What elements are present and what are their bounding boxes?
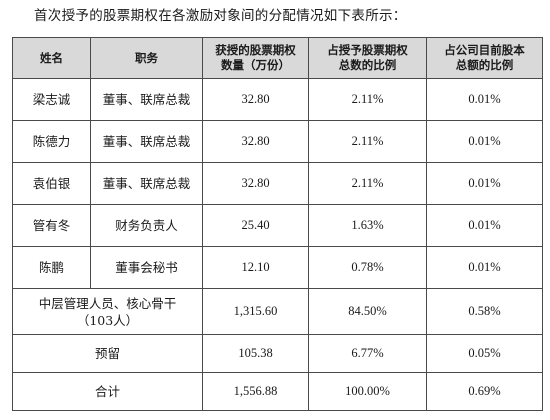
- cell-options: 32.80: [202, 162, 309, 205]
- table-row-total: 合计 1,556.88 100.00% 0.69%: [12, 372, 543, 411]
- table-row: 袁伯银 董事、联席总裁 32.80 2.11% 0.01%: [12, 162, 543, 205]
- cell-pct-capital: 0.01%: [426, 162, 543, 205]
- cell-pct-granted: 2.11%: [308, 162, 427, 205]
- cell-position: 董事、联席总裁: [90, 120, 203, 163]
- cell-options: 1,315.60: [202, 288, 309, 335]
- option-allocation-table: 姓名 职务 获授的股票期权 数量（万份） 占授予股票期权 总数的比例 占公司目前…: [12, 37, 543, 411]
- cell-position: 财务负责人: [90, 204, 203, 247]
- cell-options: 12.10: [202, 246, 309, 289]
- table-row-middle-management: 中层管理人员、核心骨干 （103人） 1,315.60 84.50% 0.58%: [12, 288, 543, 335]
- cell-pct-granted: 1.63%: [308, 204, 427, 247]
- cell-options: 105.38: [202, 334, 309, 373]
- cell-options: 32.80: [202, 120, 309, 163]
- cell-pct-granted: 6.77%: [308, 334, 427, 373]
- cell-position: 董事、联席总裁: [90, 78, 203, 121]
- cell-reserved-label: 预留: [12, 334, 203, 373]
- cell-middle-mgmt-label: 中层管理人员、核心骨干 （103人）: [12, 288, 203, 335]
- cell-pct-capital: 0.01%: [426, 78, 543, 121]
- table-row-reserved: 预留 105.38 6.77% 0.05%: [12, 334, 543, 373]
- cell-pct-granted: 0.78%: [308, 246, 427, 289]
- header-pct-of-grant: 占授予股票期权 总数的比例: [308, 37, 427, 79]
- cell-pct-capital: 0.05%: [426, 334, 543, 373]
- cell-total-label: 合计: [12, 372, 203, 411]
- cell-pct-granted: 2.11%: [308, 120, 427, 163]
- table-row: 陈德力 董事、联席总裁 32.80 2.11% 0.01%: [12, 120, 543, 163]
- table-row: 管有冬 财务负责人 25.40 1.63% 0.01%: [12, 204, 543, 247]
- cell-name: 袁伯银: [12, 162, 91, 205]
- cell-options: 32.80: [202, 78, 309, 121]
- table-row: 陈鹏 董事会秘书 12.10 0.78% 0.01%: [12, 246, 543, 289]
- cell-pct-granted: 84.50%: [308, 288, 427, 335]
- cell-name: 管有冬: [12, 204, 91, 247]
- cell-position: 董事会秘书: [90, 246, 203, 289]
- cell-pct-capital: 0.01%: [426, 204, 543, 247]
- intro-paragraph: 首次授予的股票期权在各激励对象间的分配情况如下表所示：: [34, 8, 407, 24]
- cell-name: 陈鹏: [12, 246, 91, 289]
- header-name: 姓名: [12, 37, 91, 79]
- cell-name: 陈德力: [12, 120, 91, 163]
- cell-pct-capital: 0.01%: [426, 246, 543, 289]
- header-pct-of-capital: 占公司目前股本 总额的比例: [426, 37, 543, 79]
- header-options-granted: 获授的股票期权 数量（万份）: [202, 37, 309, 79]
- cell-pct-capital: 0.01%: [426, 120, 543, 163]
- cell-options: 25.40: [202, 204, 309, 247]
- header-position: 职务: [90, 37, 203, 79]
- cell-pct-capital: 0.58%: [426, 288, 543, 335]
- cell-pct-granted: 100.00%: [308, 372, 427, 411]
- cell-options: 1,556.88: [202, 372, 309, 411]
- cell-pct-capital: 0.69%: [426, 372, 543, 411]
- cell-name: 梁志诚: [12, 78, 91, 121]
- table-header-row: 姓名 职务 获授的股票期权 数量（万份） 占授予股票期权 总数的比例 占公司目前…: [12, 37, 543, 79]
- table-row: 梁志诚 董事、联席总裁 32.80 2.11% 0.01%: [12, 78, 543, 121]
- cell-pct-granted: 2.11%: [308, 78, 427, 121]
- cell-position: 董事、联席总裁: [90, 162, 203, 205]
